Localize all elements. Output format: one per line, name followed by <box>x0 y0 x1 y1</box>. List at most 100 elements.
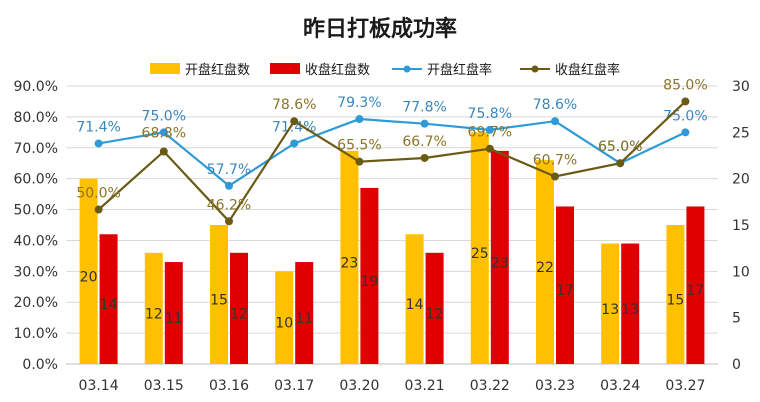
bar <box>425 252 444 364</box>
line-data-label: 69.7% <box>468 125 512 141</box>
left-axis-tick-label: 60.0% <box>14 172 58 188</box>
bar <box>295 262 314 364</box>
bar <box>601 243 620 364</box>
series-point <box>355 157 364 166</box>
series-line <box>97 100 687 224</box>
bar-data-label: 23 <box>340 255 358 271</box>
line-data-label: 71.4% <box>76 119 120 135</box>
line-data-label: 71.4% <box>272 119 316 135</box>
line-data-label: 60.7% <box>533 153 577 169</box>
line-data-label: 75.0% <box>142 108 186 124</box>
series-point <box>159 147 168 156</box>
right-axis-tick-label: 0 <box>732 357 741 373</box>
bar-data-label: 25 <box>471 246 489 262</box>
right-axis-tick-label: 30 <box>732 79 750 95</box>
x-axis-tick-label: 03.24 <box>600 378 640 394</box>
legend-swatch <box>150 63 180 74</box>
bar <box>490 150 509 364</box>
bar <box>360 187 379 364</box>
right-axis-tick-label: 25 <box>732 125 750 141</box>
bar-data-label: 15 <box>666 293 684 309</box>
x-axis-tick-label: 03.21 <box>405 378 445 394</box>
lines: 71.4% 75.0% 57.7% 71.4% 79.3% 77.8% 75.8% 78.6%… <box>76 77 708 226</box>
x-axis-tick-label: 03.27 <box>665 378 705 394</box>
bar-data-label: 15 <box>210 293 228 309</box>
bar-data-label: 11 <box>295 311 313 327</box>
line-data-label: 46.2% <box>207 197 251 213</box>
left-axis-tick-label: 10.0% <box>14 326 58 342</box>
x-axis-tick-label: 03.17 <box>274 378 314 394</box>
left-axis-tick-label: 0.0% <box>22 357 58 373</box>
x-axis-tick-label: 03.14 <box>79 378 119 394</box>
bar <box>144 252 163 364</box>
series-point <box>290 117 299 126</box>
legend-label: 收盘红盘数 <box>305 62 370 78</box>
axes: 0.0% 10.0% 20.0% 30.0% 40.0% 50.0% 60.0% 70.0% 8… <box>14 79 750 394</box>
series-point <box>616 159 625 168</box>
series-point <box>485 125 494 134</box>
bar-data-label: 23 <box>491 255 509 271</box>
x-axis-tick-label: 03.20 <box>339 378 379 394</box>
line-data-label: 68.8% <box>142 125 186 141</box>
line-data-label: 50.0% <box>76 186 120 202</box>
series-point <box>159 128 168 137</box>
line-data-label: 78.6% <box>272 97 316 113</box>
line-data-label: 65.5% <box>337 138 381 154</box>
chart-title: 昨日打板成功率 <box>303 16 457 42</box>
left-axis-tick-label: 40.0% <box>14 233 58 249</box>
line-data-label: 77.8% <box>402 100 446 116</box>
series-point <box>94 205 103 214</box>
bar-data-label: 17 <box>556 283 574 299</box>
line-data-label: 65.0% <box>598 139 642 155</box>
x-axis-tick-label: 03.23 <box>535 378 575 394</box>
series-point <box>485 144 494 153</box>
bar <box>230 252 248 364</box>
line-data-label: 66.7% <box>402 134 446 150</box>
bar <box>556 206 574 364</box>
legend-label: 开盘红盘数 <box>185 62 250 78</box>
bar <box>536 160 554 364</box>
right-axis-tick-label: 15 <box>732 218 750 234</box>
x-axis-tick-label: 03.16 <box>209 378 249 394</box>
right-axis-tick-label: 10 <box>732 264 750 280</box>
bar <box>99 234 118 364</box>
series-point <box>290 139 299 148</box>
left-axis-tick-label: 80.0% <box>14 110 58 126</box>
bar-data-label: 12 <box>426 306 444 322</box>
line-data-label: 78.6% <box>533 97 577 113</box>
series-line <box>98 117 686 188</box>
series-point <box>681 97 690 106</box>
x-axis-tick-label: 03.22 <box>470 378 510 394</box>
bar <box>275 271 294 364</box>
series-point <box>355 115 364 124</box>
legend-label: 收盘红盘率 <box>555 62 620 78</box>
legend-marker <box>403 65 411 73</box>
legend-label: 开盘红盘率 <box>427 62 492 78</box>
line-data-label: 57.7% <box>207 162 251 178</box>
bar <box>79 178 98 364</box>
series-point <box>551 117 559 126</box>
bar-data-label: 14 <box>100 297 118 313</box>
bar-data-label: 19 <box>360 274 378 290</box>
bar <box>164 262 183 364</box>
series-point <box>420 119 429 128</box>
line-data-label: 85.0% <box>663 77 707 93</box>
bar-data-label: 11 <box>165 311 183 327</box>
bar-data-label: 14 <box>406 297 424 313</box>
bar-data-label: 12 <box>145 306 163 322</box>
right-axis-tick-label: 20 <box>732 172 750 188</box>
left-axis-tick-label: 30.0% <box>14 264 58 280</box>
series-point <box>225 217 233 226</box>
left-axis-tick-label: 50.0% <box>14 203 58 219</box>
series-point <box>551 172 559 181</box>
left-axis-tick-label: 70.0% <box>14 141 58 157</box>
left-axis-tick-label: 90.0% <box>14 79 58 95</box>
bar-data-label: 10 <box>275 316 293 332</box>
bar-data-label: 20 <box>80 269 98 285</box>
series-point <box>681 128 690 137</box>
series-point <box>420 153 429 162</box>
bar-data-label: 13 <box>621 302 639 318</box>
bar <box>686 206 705 364</box>
